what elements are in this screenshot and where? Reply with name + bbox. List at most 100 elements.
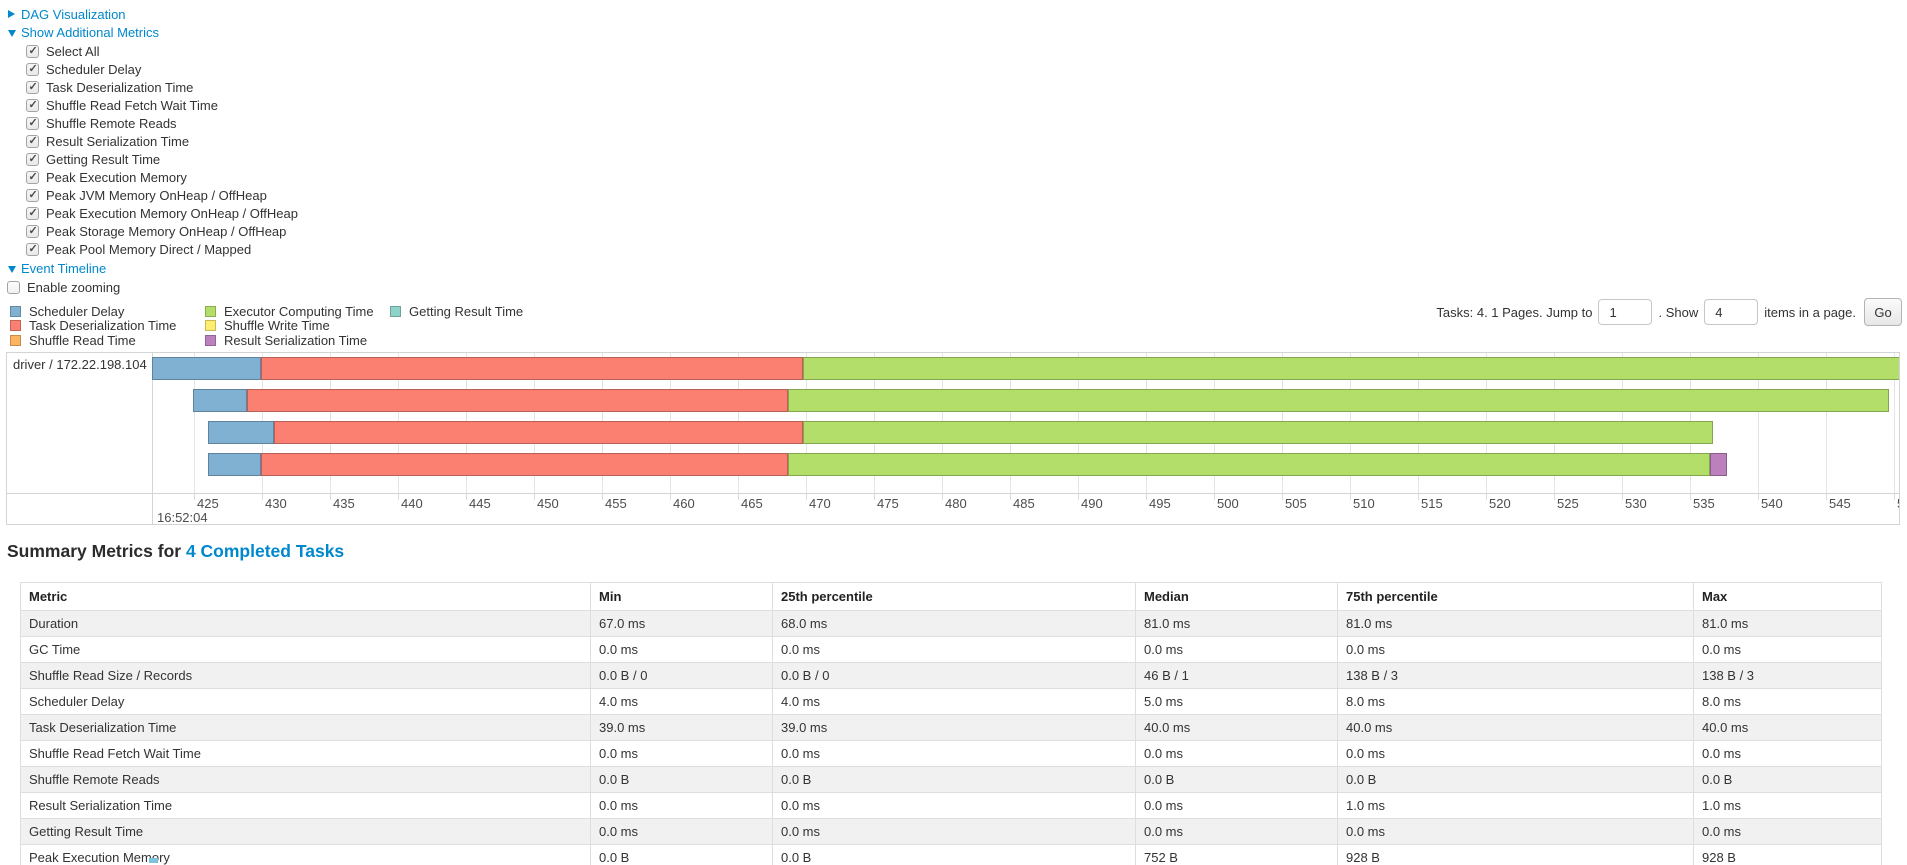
metric-value-cell: 0.0 ms [1337,740,1694,767]
legend-item-scheduler-delay: Scheduler Delay [10,304,205,319]
column-header-25th-percentile: 25th percentile [772,582,1136,611]
metric-value-cell: 1.0 ms [1693,792,1882,819]
metric-value-cell: 0.0 B [772,766,1136,793]
axis-tick-550 [1894,494,1895,500]
checkbox-peak-jvm-memory-onheap-offheap[interactable] [26,188,39,202]
segment-executor-computing [788,453,1711,476]
completed-tasks-link[interactable]: 4 Completed Tasks [185,541,345,561]
checkbox-row-task-deserialization-time: Task Deserialization Time [26,78,193,96]
checkbox-getting-result-time[interactable] [26,152,39,166]
axis-tick-495 [1146,494,1147,500]
column-header-max: Max [1693,582,1882,611]
show-additional-metrics-link[interactable]: Show Additional Metrics [21,24,160,40]
metric-name-cell: GC Time [20,636,591,663]
metric-value-cell: 138 B / 3 [1337,662,1694,689]
legend-label: Executor Computing Time [224,303,374,319]
chart-axis-line [7,493,1899,494]
metric-value-cell: 0.0 ms [1337,636,1694,663]
checkbox-result-serialization-time[interactable] [26,134,39,148]
segment-scheduler-delay [192,389,248,412]
checkbox-row-result-serialization-time: Result Serialization Time [26,132,189,150]
checkbox-label-getting-result-time: Getting Result Time [46,151,161,167]
checkbox-shuffle-read-fetch-wait-time[interactable] [26,98,39,112]
axis-tick-label-445: 445 [469,496,491,511]
axis-tick-510 [1350,494,1351,500]
legend-label: Scheduler Delay [29,303,125,319]
legend-label: Getting Result Time [409,303,524,319]
metric-value-cell: 0.0 B [590,844,773,865]
metric-value-cell: 928 B [1337,844,1694,865]
axis-tick-label-500: 500 [1217,496,1239,511]
checkbox-select-all[interactable] [26,44,39,58]
checkbox-peak-pool-memory-direct-mapped[interactable] [26,242,39,256]
metric-value-cell: 40.0 ms [1135,714,1338,741]
checkbox-label-shuffle-read-fetch-wait-time: Shuffle Read Fetch Wait Time [46,97,218,113]
summary-metrics-table: Metric Min 25th percentile Median 75th perce… [20,582,1882,865]
task-bar-1[interactable] [151,357,1899,380]
checkbox-peak-execution-memory[interactable] [26,170,39,184]
go-button[interactable]: Go [1864,298,1902,326]
axis-tick-540 [1758,494,1759,500]
show-additional-metrics-toggle[interactable]: Show Additional Metrics [8,24,159,40]
checkbox-shuffle-remote-reads[interactable] [26,116,39,130]
table-row-result-serialization-time: Result Serialization Time 0.0 ms 0.0 ms 0.0… [20,792,1882,819]
metric-name-cell: Result Serialization Time [20,792,591,819]
checkbox-peak-storage-memory-onheap-offheap[interactable] [26,224,39,238]
task-bar-4[interactable] [207,453,1727,476]
checkbox-label-result-serialization-time: Result Serialization Time [46,133,190,149]
axis-tick-515 [1418,494,1419,500]
metric-name-cell: Getting Result Time [20,818,591,845]
metric-value-cell: 4.0 ms [590,688,773,715]
metric-value-cell: 752 B [1135,844,1338,865]
axis-tick-label-495: 495 [1149,496,1171,511]
checkbox-task-deserialization-time[interactable] [26,80,39,94]
metric-value-cell: 0.0 ms [772,792,1136,819]
collapsed-arrow-icon [8,10,15,18]
enable-zooming-checkbox[interactable] [7,280,20,294]
axis-tick-label-520: 520 [1489,496,1511,511]
items-per-page-input[interactable] [1704,299,1759,325]
metric-value-cell: 8.0 ms [1337,688,1694,715]
column-header-median: Median [1135,582,1338,611]
legend-item-shuffle-write-time: Shuffle Write Time [205,318,390,333]
timeline-legend: Scheduler Delay Task Deserialization Time… [10,304,523,348]
axis-tick-505 [1282,494,1283,500]
table-row-getting-result-time: Getting Result Time 0.0 ms 0.0 ms 0.0 ms 0.0… [20,818,1882,845]
executor-label: driver / 172.22.198.104 [13,357,147,372]
jump-to-page-input[interactable] [1598,299,1653,325]
event-timeline-toggle[interactable]: Event Timeline [8,260,106,276]
checkbox-peak-execution-memory-onheap-offheap[interactable] [26,206,39,220]
axis-tick-label-450: 450 [537,496,559,511]
executor-column-divider [152,353,153,524]
metric-value-cell: 68.0 ms [772,610,1136,637]
segment-executor-computing [803,421,1713,444]
axis-tick-label-530: 530 [1625,496,1647,511]
axis-tick-490 [1078,494,1079,500]
checkbox-label-scheduler-delay: Scheduler Delay [46,61,142,77]
axis-tick-label-465: 465 [741,496,763,511]
dag-visualization-link[interactable]: DAG Visualization [21,6,126,22]
checkbox-row-peak-storage-memory-onheap-offheap: Peak Storage Memory OnHeap / OffHeap [26,222,286,240]
checkbox-label-peak-execution-memory: Peak Execution Memory [46,169,187,185]
shuffle-read-time-swatch-icon [10,334,21,346]
checkbox-row-select-all: Select All [26,42,99,60]
segment-task-deserialization [260,453,789,476]
metric-value-cell: 0.0 ms [590,792,773,819]
dag-visualization-toggle[interactable]: DAG Visualization [8,6,126,22]
column-header-metric: Metric [20,582,591,611]
gridline-545 [1826,353,1827,493]
event-timeline-link[interactable]: Event Timeline [21,260,107,276]
checkbox-scheduler-delay[interactable] [26,62,39,76]
axis-tick-430 [262,494,263,500]
checkbox-label-peak-execution-memory-onheap-offheap: Peak Execution Memory OnHeap / OffHeap [46,205,298,221]
axis-tick-545 [1826,494,1827,500]
metric-value-cell: 0.0 B [1135,766,1338,793]
metric-name-cell: Duration [20,610,591,637]
legend-label: Shuffle Read Time [29,332,136,348]
metric-value-cell: 46 B / 1 [1135,662,1338,689]
task-bar-2[interactable] [192,389,1889,412]
axis-tick-455 [602,494,603,500]
axis-tick-label-470: 470 [809,496,831,511]
axis-tick-485 [1010,494,1011,500]
task-bar-3[interactable] [207,421,1713,444]
